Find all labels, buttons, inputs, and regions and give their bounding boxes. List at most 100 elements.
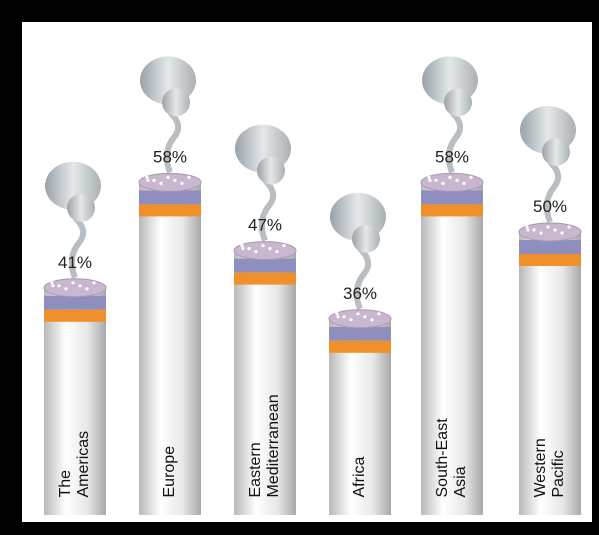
cigarette: 47% — [233, 124, 297, 515]
ash-dot — [241, 247, 245, 251]
smoke — [542, 138, 570, 166]
ash-dot — [159, 181, 163, 185]
smoke — [353, 246, 372, 310]
ash — [43, 278, 107, 298]
ash-dot — [462, 181, 466, 185]
filter-band — [139, 204, 201, 217]
ash-dot — [525, 225, 529, 229]
value-label: 47% — [248, 216, 282, 235]
ash-dot — [50, 281, 54, 285]
ash-dot — [455, 178, 459, 182]
ash-dot — [434, 178, 438, 182]
bar — [519, 230, 581, 515]
ash-dot — [152, 178, 156, 182]
ash-dot — [363, 315, 367, 319]
ash — [328, 309, 392, 329]
ash-dot — [275, 250, 279, 254]
filter-band — [519, 254, 581, 266]
category-label: Eastern Mediterranean — [247, 394, 282, 498]
filter-band — [329, 340, 391, 353]
ash-dot — [51, 284, 55, 288]
smoke — [352, 224, 380, 253]
ash-dot — [539, 231, 543, 235]
ash-dot — [282, 244, 286, 248]
ash-dot — [377, 312, 381, 316]
ash-dot — [526, 228, 530, 232]
ash-dot — [335, 312, 339, 316]
filter-band — [44, 309, 106, 322]
ash-dot — [71, 281, 75, 285]
ash-dot — [92, 281, 96, 285]
smoke — [162, 88, 190, 117]
ash — [518, 222, 582, 242]
category-label: Africa — [351, 456, 368, 498]
ash-dot — [268, 247, 272, 251]
bar — [44, 285, 106, 515]
category-label: Western Pacific — [532, 438, 567, 498]
cigarette: 58% — [420, 56, 484, 515]
ash-dot — [166, 175, 170, 179]
ash-dot — [146, 178, 150, 182]
cigarette: 41% — [43, 161, 107, 515]
ash-dot — [553, 228, 557, 232]
ash-dot — [532, 228, 536, 232]
cigarette: 36% — [328, 192, 392, 515]
ash-dot — [187, 175, 191, 179]
filter-band — [421, 190, 483, 205]
smoke — [258, 178, 277, 242]
filter-band — [44, 295, 106, 310]
category-label: The Americas — [57, 430, 92, 498]
ash-dot — [180, 181, 184, 185]
filter-band — [234, 272, 296, 285]
filter-band — [329, 326, 391, 341]
ash-dot — [261, 244, 265, 248]
smoke — [67, 193, 95, 222]
ash — [138, 172, 202, 192]
cigarette: 58% — [138, 56, 202, 515]
ash — [420, 172, 484, 192]
ash-dot — [560, 231, 564, 235]
ash-dot — [173, 178, 177, 182]
filter-band — [139, 190, 201, 205]
ash-dot — [247, 247, 251, 251]
cigarette: 50% — [518, 106, 582, 515]
ash-dot — [469, 175, 473, 179]
ash-dot — [64, 287, 68, 291]
ash-dot — [448, 175, 452, 179]
value-label: 36% — [343, 284, 377, 303]
bar — [139, 180, 201, 515]
ash-dot — [546, 225, 550, 229]
ash-dot — [145, 175, 149, 179]
value-label: 50% — [533, 197, 567, 216]
ash-dot — [427, 175, 431, 179]
smoke — [445, 110, 464, 174]
filter-band — [421, 204, 483, 217]
ash-dot — [567, 225, 571, 229]
filter-band — [234, 258, 296, 273]
category-label: South-East Asia — [434, 418, 469, 498]
ash-dot — [370, 318, 374, 322]
ash-dot — [356, 312, 360, 316]
ash-dot — [85, 287, 89, 291]
value-label: 41% — [58, 253, 92, 272]
ash-dot — [428, 178, 432, 182]
ash-dot — [254, 250, 258, 254]
value-label: 58% — [435, 147, 469, 166]
smoke — [543, 159, 562, 224]
bar — [421, 180, 483, 515]
smoke — [68, 215, 87, 279]
smoke — [257, 156, 285, 185]
ash-dot — [342, 315, 346, 319]
smoke — [163, 110, 182, 174]
ash-dot — [441, 181, 445, 185]
ash-dot — [336, 315, 340, 319]
value-label: 58% — [153, 147, 187, 166]
smoke — [444, 88, 472, 117]
ash-dot — [240, 244, 244, 248]
ash-dot — [349, 318, 353, 322]
panel — [22, 22, 592, 522]
ash — [233, 241, 297, 261]
filter-band — [519, 240, 581, 254]
